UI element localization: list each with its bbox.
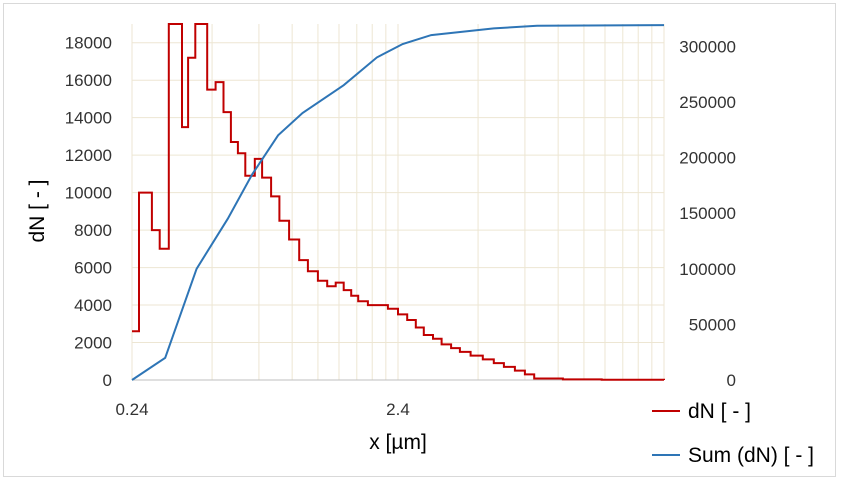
y-right-tick-label: 250000 [679,93,736,112]
y-right-tick-label: 50000 [689,315,736,334]
y-right-tick-label: 200000 [679,149,736,168]
y-right-tick-label: 0 [727,371,736,390]
y-left-tick-label: 10000 [65,184,112,203]
y-left-tick-label: 6000 [74,259,112,278]
x-axis-title: x [µm] [369,431,427,454]
y-right-tick-label: 150000 [679,204,736,223]
y-right-tick-label: 100000 [679,260,736,279]
y-left-tick-label: 16000 [65,71,112,90]
y-left-tick-label: 0 [103,371,112,390]
y-left-tick-label: 14000 [65,109,112,128]
legend-label-dn: dN [ - ] [688,400,751,423]
series-sum-line [131,24,665,381]
legend-label-sum: Sum (dN) [ - ] [688,444,814,467]
grid-lines [131,24,665,380]
x-tick-label: 0.24 [115,400,148,419]
y-left-tick-label: 2000 [74,334,112,353]
y-left-tick-label: 8000 [74,221,112,240]
y-axis-title: dN [ - ] [26,179,49,242]
y-left-tick-label: 12000 [65,146,112,165]
chart-frame [3,3,836,477]
x-axis-ticks: 0.24 2.4 [115,400,409,419]
y-left-tick-label: 4000 [74,296,112,315]
y-right-tick-label: 300000 [679,37,736,56]
series-dn-line [132,23,665,381]
y-axis-right-ticks: 0 50000 100000 150000 200000 250000 300000 [679,37,736,390]
series-group [131,23,665,381]
y-axis-left-ticks: 0 2000 4000 6000 8000 10000 12000 14000 16000 180… [65,34,112,390]
legend: dN [ - ] Sum (dN) [ - ] [652,400,814,467]
y-left-tick-label: 18000 [65,34,112,53]
x-tick-label: 2.4 [386,400,410,419]
